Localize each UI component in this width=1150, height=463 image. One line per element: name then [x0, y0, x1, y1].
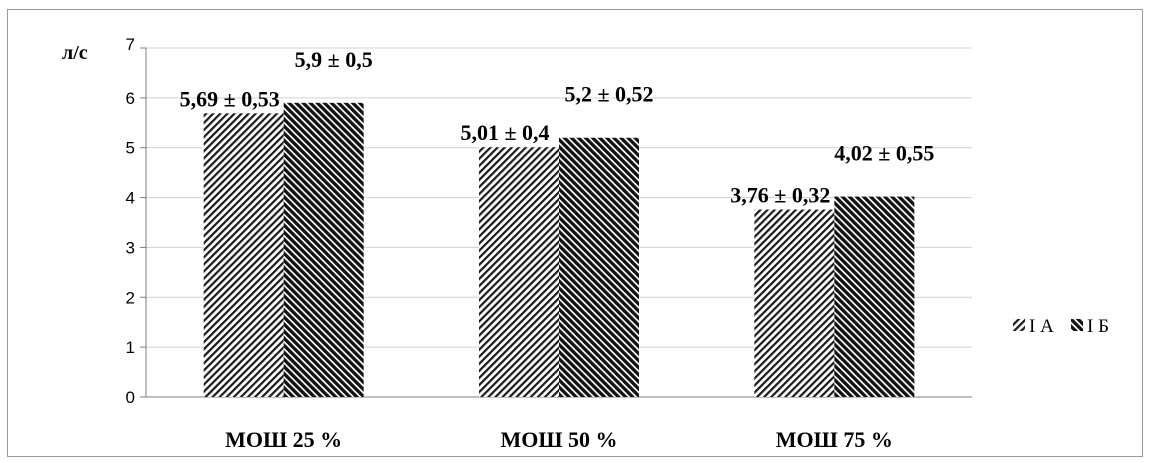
data-label: 4,02 ± 0,55 — [834, 141, 934, 166]
data-labels: 5,69 ± 0,53 5,9 ± 0,5 5,01 ± 0,4 5,2 ± 0,52… — [180, 47, 935, 208]
x-category-label: МОШ 50 % — [500, 427, 617, 452]
y-tick-label: 3 — [126, 238, 135, 257]
y-tick-label: 6 — [126, 89, 135, 108]
bar — [283, 102, 364, 397]
y-axis: 0 1 2 3 4 5 6 7 — [126, 35, 147, 407]
bar — [754, 209, 835, 397]
y-tick-label: 2 — [126, 288, 135, 307]
y-tick-label: 5 — [126, 139, 135, 158]
legend-label: I А — [1029, 316, 1054, 337]
legend-label: I Б — [1087, 316, 1109, 337]
legend-swatch — [1071, 319, 1083, 331]
bar — [834, 196, 915, 397]
y-tick-label: 1 — [126, 338, 135, 357]
y-tick-label: 7 — [126, 35, 135, 54]
y-tick-label: 0 — [126, 388, 135, 407]
data-label: 5,69 ± 0,53 — [180, 86, 280, 111]
bar — [203, 113, 284, 397]
data-label: 5,9 ± 0,5 — [295, 47, 373, 72]
bar — [479, 147, 559, 397]
data-label: 3,76 ± 0,32 — [730, 183, 830, 208]
bar — [559, 137, 639, 397]
x-category-label: МОШ 75 % — [776, 427, 893, 452]
x-category-label: МОШ 25 % — [225, 427, 342, 452]
data-label: 5,2 ± 0,52 — [564, 82, 653, 107]
x-axis: МОШ 25 % МОШ 50 % МОШ 75 % — [225, 427, 893, 452]
y-axis-unit-label: л/с — [62, 42, 88, 64]
data-label: 5,01 ± 0,4 — [460, 120, 549, 145]
legend-swatch — [1013, 319, 1025, 331]
bars — [203, 102, 915, 397]
y-tick-label: 4 — [126, 189, 135, 208]
